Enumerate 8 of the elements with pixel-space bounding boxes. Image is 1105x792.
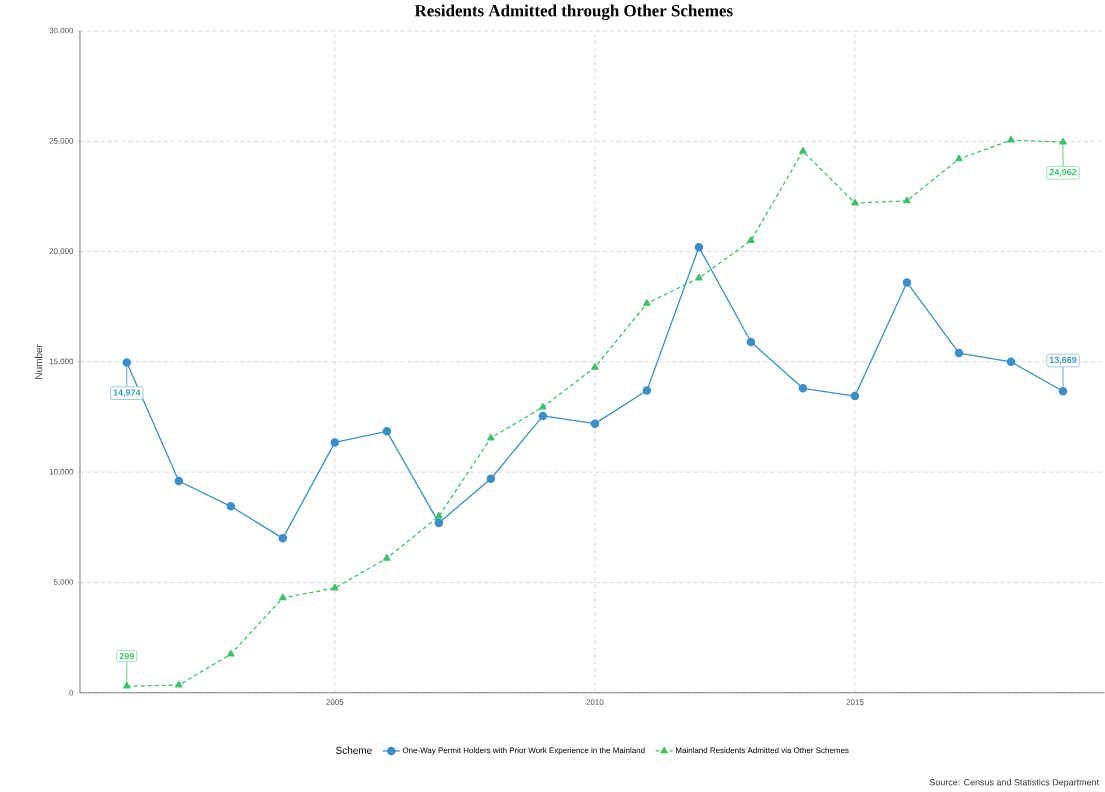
legend-title: Scheme <box>336 746 372 755</box>
source-note: Source: Census and Statistics Department <box>929 778 1100 788</box>
y-axis-title: Number <box>34 344 43 379</box>
chart-title: Residents Admitted through Other Schemes <box>414 4 733 21</box>
data-label: 299 <box>119 653 134 660</box>
data-label: 13,669 <box>1049 356 1077 365</box>
data-label: 14,974 <box>113 389 141 398</box>
data-label: 24,962 <box>1049 169 1077 177</box>
